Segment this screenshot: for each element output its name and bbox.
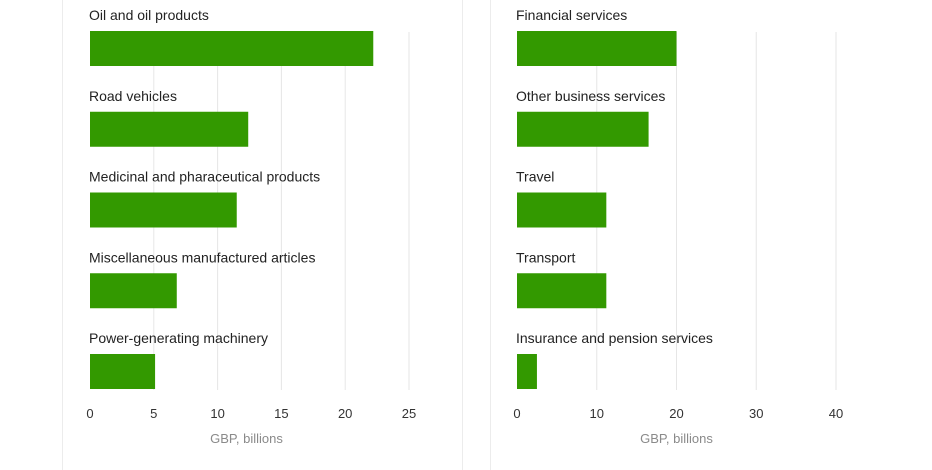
- x-tick-label: 10: [590, 406, 604, 421]
- category-label: Oil and oil products: [89, 7, 209, 23]
- bar: [517, 192, 607, 228]
- goods-imports-chart: Oil and oil products Road vehicles Medicin…: [86, 7, 416, 446]
- right-panel-border: [490, 0, 491, 470]
- category-label: Transport: [516, 249, 576, 265]
- bar: [90, 192, 237, 228]
- x-tick-label: 20: [669, 406, 683, 421]
- x-tick-label: 0: [513, 406, 520, 421]
- category-label: Medicinal and pharaceutical products: [89, 169, 320, 185]
- x-axis-title: GBP, billions: [640, 431, 713, 446]
- x-tick-label: 20: [338, 406, 352, 421]
- services-imports-chart: Financial services Other business service…: [513, 7, 843, 446]
- bar: [90, 354, 156, 389]
- bar: [90, 111, 249, 147]
- bar: [517, 111, 649, 147]
- bar: [90, 273, 177, 309]
- x-tick-label: 30: [749, 406, 763, 421]
- middle-panel-divider: [462, 0, 463, 470]
- category-label: Miscellaneous manufactured articles: [89, 249, 315, 265]
- category-label: Travel: [516, 169, 554, 185]
- category-label: Road vehicles: [89, 88, 177, 104]
- x-tick-label: 0: [86, 406, 93, 421]
- bar: [517, 273, 607, 309]
- x-tick-label: 40: [829, 406, 843, 421]
- category-label: Other business services: [516, 88, 665, 104]
- x-tick-label: 10: [210, 406, 224, 421]
- x-tick-label: 25: [402, 406, 416, 421]
- x-tick-label: 5: [150, 406, 157, 421]
- category-label: Power-generating machinery: [89, 330, 268, 346]
- left-panel-border: [62, 0, 63, 470]
- bar: [517, 354, 537, 389]
- x-axis-title: GBP, billions: [210, 431, 283, 446]
- category-label: Insurance and pension services: [516, 330, 713, 346]
- bar: [517, 31, 677, 66]
- bar: [90, 31, 374, 66]
- x-tick-label: 15: [274, 406, 288, 421]
- category-label: Financial services: [516, 7, 627, 23]
